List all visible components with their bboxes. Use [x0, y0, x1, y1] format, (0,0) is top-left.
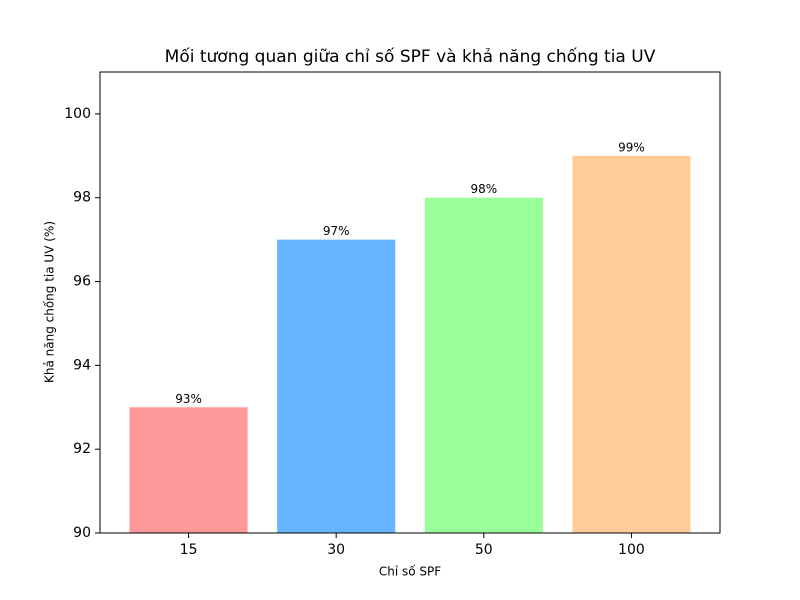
data-label: 97%: [323, 224, 350, 238]
bar: [424, 197, 543, 533]
y-tick-label: 98: [73, 190, 91, 206]
x-tick-label: 30: [327, 542, 345, 558]
data-label: 93%: [175, 392, 202, 406]
y-axis-label: Khả năng chống tia UV (%): [43, 221, 57, 383]
y-tick-label: 100: [64, 106, 91, 122]
y-tick-label: 90: [73, 525, 91, 541]
y-tick-label: 92: [73, 441, 91, 457]
x-tick-label: 100: [618, 542, 645, 558]
plot-frame: [99, 71, 721, 534]
x-tick-label: 15: [180, 542, 198, 558]
data-label: 99%: [618, 140, 645, 154]
bar: [277, 239, 396, 534]
bar: [129, 407, 248, 533]
bar: [572, 155, 691, 533]
y-tick-label: 94: [73, 357, 91, 373]
x-tick-label: 50: [475, 542, 493, 558]
chart-title: Mối tương quan giữa chỉ số SPF và khả nă…: [165, 46, 656, 67]
x-axis-label: Chỉ số SPF: [379, 565, 441, 579]
y-tick-label: 96: [73, 274, 91, 290]
data-label: 98%: [470, 182, 497, 196]
